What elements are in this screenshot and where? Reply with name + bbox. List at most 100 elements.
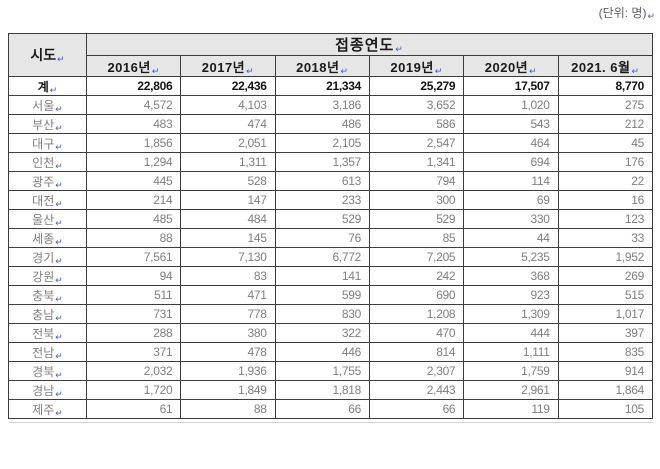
table-row: 광주↵ 445 528 613 794 114 22 — [8, 171, 654, 191]
value-cell: 446 — [274, 342, 370, 362]
year-header-2018년: 2018년↵ — [274, 55, 370, 77]
value-cell: 123 — [557, 209, 654, 229]
value-cell: 835 — [557, 342, 654, 362]
value-cell: 2,443 — [368, 380, 465, 400]
value-cell: 613 — [274, 171, 370, 191]
value-cell: 300 — [368, 190, 465, 210]
value-cell: 76 — [274, 228, 370, 248]
value-cell: 1,309 — [463, 304, 559, 324]
year-header-2020년: 2020년↵ — [463, 55, 559, 77]
table-row: 대전↵ 214 147 233 300 69 16 — [8, 190, 654, 210]
region-cell: 대전↵ — [8, 190, 87, 210]
paragraph-mark-icon: ↵ — [395, 44, 404, 54]
value-cell: 1,755 — [274, 361, 370, 381]
region-label: 인천 — [32, 155, 55, 170]
value-cell: 141 — [274, 266, 370, 286]
paragraph-mark-icon: ↵ — [55, 217, 63, 228]
region-label: 강원 — [32, 269, 55, 284]
paragraph-mark-icon: ↵ — [55, 388, 63, 399]
table-row-total: 계↵ 22,806 22,436 21,334 25,279 17,507 8,770 — [8, 76, 654, 96]
year-header-label: 2018년 — [296, 59, 340, 75]
header-cell-sido: 시도↵ — [8, 33, 87, 77]
value-cell: 4,103 — [180, 95, 276, 115]
region-cell: 인천↵ — [8, 152, 87, 172]
region-label: 광주 — [32, 174, 55, 189]
region-label: 전북 — [32, 326, 55, 341]
paragraph-mark-icon: ↵ — [55, 312, 63, 323]
value-cell: 485 — [85, 209, 182, 229]
value-cell: 22,806 — [85, 76, 182, 96]
header-sido-label: 시도 — [30, 47, 57, 63]
value-cell: 7,130 — [180, 247, 276, 267]
value-cell: 66 — [368, 399, 465, 419]
value-cell: 814 — [368, 342, 465, 362]
paragraph-mark-icon: ↵ — [340, 65, 349, 76]
region-label: 경북 — [32, 364, 55, 379]
region-cell: 강원↵ — [8, 266, 87, 286]
year-header-label: 2020년 — [484, 59, 529, 75]
table-row: 서울↵ 4,572 4,103 3,186 3,652 1,020 275 — [8, 95, 654, 115]
year-header-label: 2016년 — [107, 59, 151, 75]
value-cell: 511 — [85, 285, 182, 305]
value-cell: 105 — [557, 399, 654, 419]
value-cell: 371 — [85, 342, 182, 362]
year-header-2021. 6월: 2021. 6월↵ — [557, 55, 654, 77]
region-label: 충북 — [32, 288, 55, 303]
value-cell: 599 — [274, 285, 370, 305]
region-label: 제주 — [32, 402, 55, 417]
region-label: 세종 — [32, 231, 55, 246]
region-label: 경남 — [32, 383, 55, 398]
year-header-row: 2016년↵ 2017년↵ 2018년↵ 2019년↵ 2020년↵ 2021. 6월↵ — [9, 55, 654, 77]
region-cell: 광주↵ — [8, 171, 87, 191]
value-cell: 1,020 — [463, 95, 559, 115]
region-cell: 울산↵ — [8, 209, 87, 229]
region-cell: 대구↵ — [8, 133, 87, 153]
value-cell: 2,105 — [274, 133, 370, 153]
table-body: 계↵ 22,806 22,436 21,334 25,279 17,507 8,770 서울↵… — [8, 76, 654, 419]
unit-note: (단위: 명)↵ — [599, 4, 655, 21]
value-cell: 212 — [557, 114, 654, 134]
value-cell: 484 — [180, 209, 276, 229]
region-cell: 전남↵ — [8, 342, 87, 362]
value-cell: 94 — [85, 266, 182, 286]
region-cell: 경북↵ — [8, 361, 87, 381]
value-cell: 83 — [180, 266, 276, 286]
value-cell: 1,017 — [557, 304, 654, 324]
value-cell: 529 — [274, 209, 370, 229]
value-cell: 486 — [274, 114, 370, 134]
region-label: 서울 — [32, 98, 55, 113]
table-row: 대구↵ 1,856 2,051 2,105 2,547 464 45 — [8, 133, 654, 153]
value-cell: 2,307 — [368, 361, 465, 381]
value-cell: 330 — [463, 209, 559, 229]
table-header: 시도↵ 접종연도↵ 2016년↵ 2017년↵ 2018년↵ 2019년↵ 2020년↵… — [8, 33, 654, 77]
value-cell: 114 — [463, 171, 559, 191]
value-cell: 6,772 — [274, 247, 370, 267]
value-cell: 145 — [180, 228, 276, 248]
value-cell: 1,111 — [463, 342, 559, 362]
region-label: 충남 — [32, 307, 55, 322]
region-cell: 충남↵ — [8, 304, 87, 324]
year-header-label: 2017년 — [201, 59, 246, 75]
value-cell: 694 — [463, 152, 559, 172]
paragraph-mark-icon: ↵ — [647, 11, 655, 21]
paragraph-mark-icon: ↵ — [631, 65, 640, 76]
paragraph-mark-icon: ↵ — [55, 141, 63, 152]
table-row: 충남↵ 731 778 830 1,208 1,309 1,017 — [8, 304, 654, 324]
unit-note-text: (단위: 명) — [598, 6, 647, 20]
table-row: 전북↵ 288 380 322 470 444 397 — [8, 323, 654, 343]
value-cell: 731 — [85, 304, 182, 324]
paragraph-mark-icon: ↵ — [55, 122, 63, 133]
value-cell: 88 — [180, 399, 276, 419]
value-cell: 33 — [557, 228, 654, 248]
value-cell: 1,849 — [180, 380, 276, 400]
value-cell: 61 — [85, 399, 182, 419]
value-cell: 233 — [274, 190, 370, 210]
value-cell: 543 — [463, 114, 559, 134]
region-cell: 계↵ — [8, 76, 87, 96]
value-cell: 529 — [368, 209, 465, 229]
paragraph-mark-icon: ↵ — [55, 274, 63, 285]
vaccination-by-region-table: 시도↵ 접종연도↵ 2016년↵ 2017년↵ 2018년↵ 2019년↵ 2020년↵… — [8, 33, 654, 423]
value-cell: 44 — [463, 228, 559, 248]
region-cell: 서울↵ — [8, 95, 87, 115]
value-cell: 16 — [557, 190, 654, 210]
